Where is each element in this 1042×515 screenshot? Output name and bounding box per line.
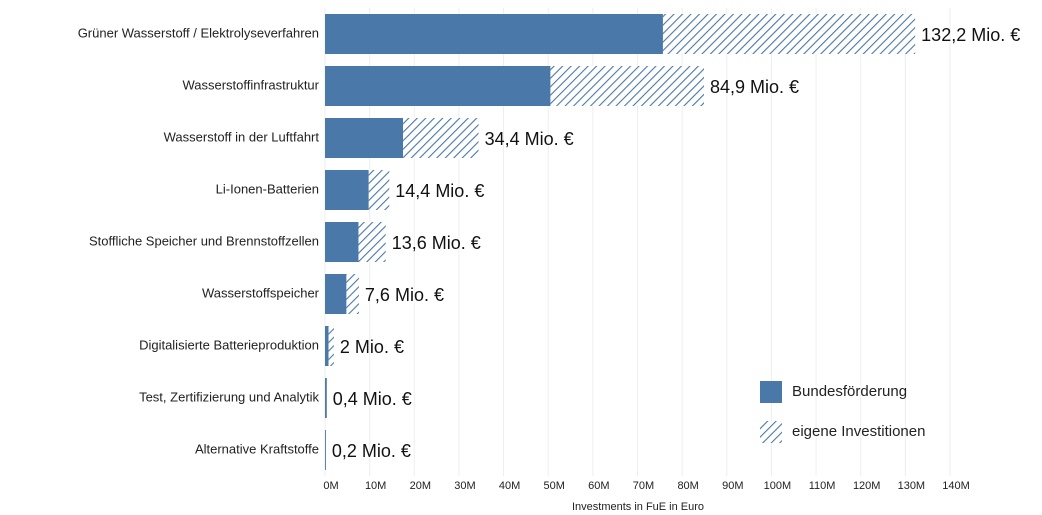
bar-segment bbox=[325, 274, 347, 314]
total-label: 13,6 Mio. € bbox=[392, 233, 481, 253]
bar-segment bbox=[358, 222, 386, 262]
bar-segment bbox=[325, 118, 404, 158]
bar-segment bbox=[325, 326, 329, 366]
x-tick-label: 140M bbox=[942, 480, 970, 492]
bar-segment bbox=[550, 66, 705, 106]
total-label: 132,2 Mio. € bbox=[921, 25, 1020, 45]
category-label: Test, Zertifizierung und Analytik bbox=[139, 389, 319, 404]
total-label: 84,9 Mio. € bbox=[710, 77, 799, 97]
x-tick-label: 100M bbox=[764, 480, 792, 492]
x-tick-label: 50M bbox=[544, 480, 565, 492]
bar-segment bbox=[346, 274, 359, 314]
bar-segment bbox=[328, 326, 334, 366]
category-label: Wasserstoffspeicher bbox=[202, 285, 320, 300]
category-label: Alternative Kraftstoffe bbox=[195, 441, 319, 456]
category-label: Wasserstoffinfrastruktur bbox=[182, 77, 319, 92]
total-label: 2 Mio. € bbox=[340, 337, 404, 357]
bar-segment bbox=[325, 66, 551, 106]
total-label: 14,4 Mio. € bbox=[395, 181, 484, 201]
legend-label: eigene Investitionen bbox=[792, 423, 925, 440]
total-label: 0,2 Mio. € bbox=[332, 441, 411, 461]
x-tick-label: 0M bbox=[323, 480, 338, 492]
bar-segment bbox=[368, 170, 390, 210]
x-tick-label: 40M bbox=[499, 480, 520, 492]
bar-segment bbox=[662, 14, 916, 54]
total-label: 0,4 Mio. € bbox=[333, 389, 412, 409]
x-tick-label: 110M bbox=[809, 480, 836, 492]
legend-swatch bbox=[760, 381, 782, 403]
total-label: 7,6 Mio. € bbox=[365, 285, 444, 305]
bar-segment bbox=[325, 378, 327, 418]
bar-segment bbox=[325, 430, 326, 470]
total-label: 34,4 Mio. € bbox=[485, 129, 574, 149]
bar-segment bbox=[403, 118, 479, 158]
x-tick-label: 20M bbox=[410, 480, 431, 492]
category-label: Li-Ionen-Batterien bbox=[216, 181, 319, 196]
x-tick-label: 90M bbox=[722, 480, 743, 492]
x-tick-label: 30M bbox=[454, 480, 475, 492]
bar-segment bbox=[325, 222, 359, 262]
x-axis-title: Investments in FuE in Euro bbox=[572, 501, 704, 513]
category-label: Stoffliche Speicher und Brennstoffzellen bbox=[89, 233, 319, 248]
bar-segment bbox=[325, 14, 663, 54]
x-tick-label: 70M bbox=[633, 480, 654, 492]
x-tick-label: 130M bbox=[898, 480, 926, 492]
bar-segment bbox=[325, 170, 369, 210]
category-label: Digitalisierte Batterieproduktion bbox=[139, 337, 319, 352]
x-tick-label: 80M bbox=[677, 480, 698, 492]
legend-swatch bbox=[760, 421, 782, 443]
x-tick-label: 60M bbox=[588, 480, 609, 492]
category-label: Grüner Wasserstoff / Elektrolyseverfahre… bbox=[78, 25, 319, 40]
x-tick-label: 10M bbox=[365, 480, 386, 492]
category-label: Wasserstoff in der Luftfahrt bbox=[164, 129, 320, 144]
legend-label: Bundesförderung bbox=[792, 383, 907, 400]
x-tick-label: 120M bbox=[853, 480, 881, 492]
